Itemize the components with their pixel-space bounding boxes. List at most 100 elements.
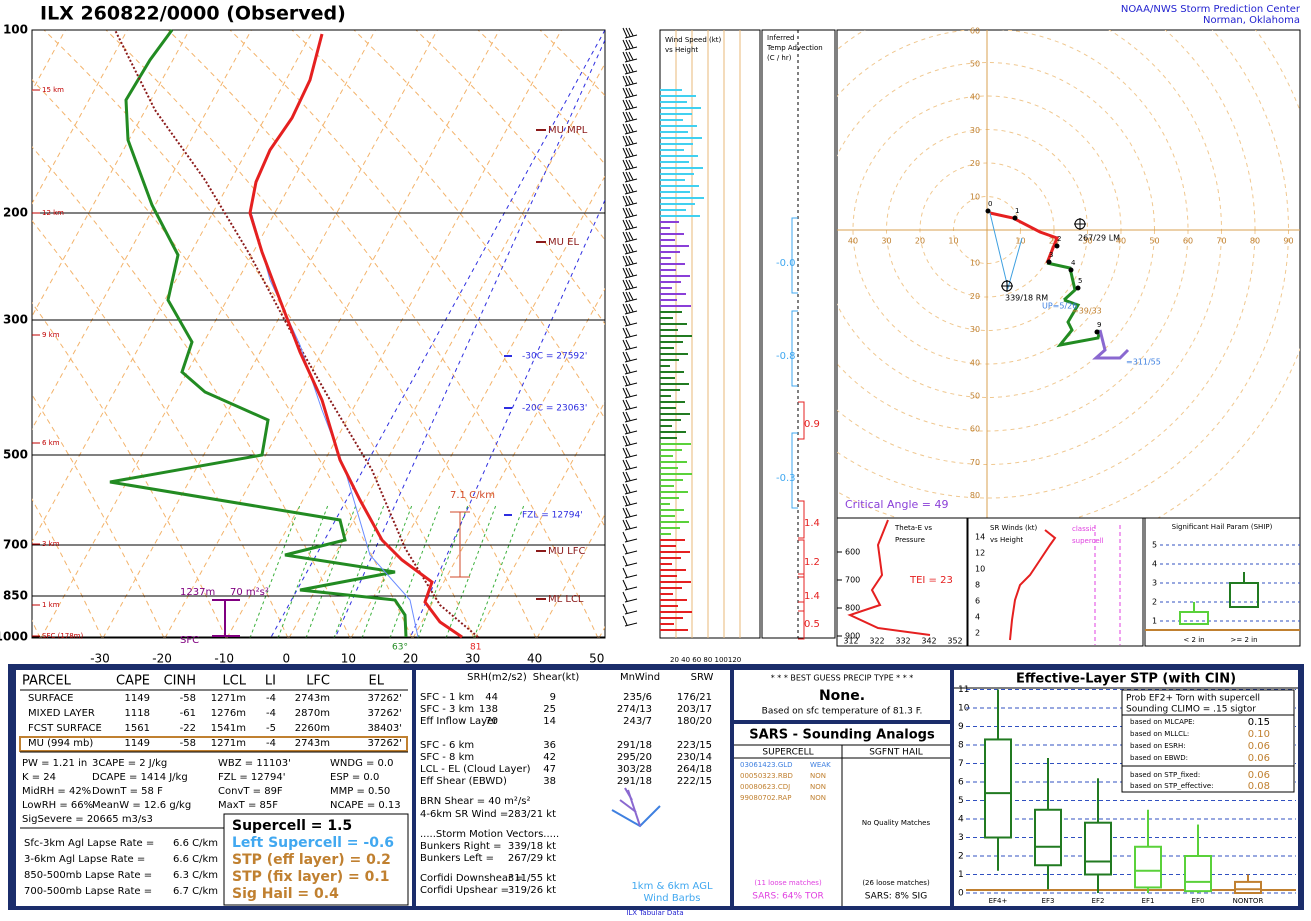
table-cell: -5 xyxy=(266,723,276,734)
barb-staff xyxy=(624,454,638,459)
hodo-label: 30 xyxy=(970,126,980,135)
height-label: 3 km xyxy=(42,540,60,548)
barb xyxy=(622,459,628,470)
row-label: Eff Inflow Layer xyxy=(420,716,498,727)
reference-isotherm xyxy=(270,30,605,638)
dry-adiabat xyxy=(32,393,165,638)
prob-value: 0.08 xyxy=(1248,781,1270,792)
barb xyxy=(625,123,631,133)
note: supercell xyxy=(1072,537,1104,545)
barb xyxy=(622,39,628,50)
barb-staff xyxy=(624,442,638,447)
barb-staff xyxy=(624,190,638,195)
panel-title: Wind Speed (kt) xyxy=(665,36,722,44)
panel-title: Inferred xyxy=(767,34,795,42)
kin-line: 311/55 kt xyxy=(508,873,556,884)
sars-result: SARS: 8% SIG xyxy=(865,892,927,902)
row-label: Eff Shear (EBWD) xyxy=(420,776,507,787)
table-header: EL xyxy=(369,674,385,689)
composite-box xyxy=(223,813,409,906)
axis-label: 0 xyxy=(958,889,964,899)
barb-staff xyxy=(624,418,638,423)
barb xyxy=(622,543,628,554)
axis-label: 14 xyxy=(975,533,985,542)
level-marker: MU EL xyxy=(548,237,579,248)
index: PW = 1.21 in xyxy=(22,758,87,769)
barb-staff xyxy=(624,586,638,591)
barb xyxy=(625,207,631,217)
hodo-label: 20 xyxy=(915,237,925,246)
isotherm xyxy=(40,30,376,638)
barb xyxy=(622,159,628,170)
composite: Left Supercell = -0.6 xyxy=(232,835,394,851)
table-cell: 2743m xyxy=(295,693,330,704)
table-cell: 291/18 xyxy=(617,776,652,787)
barb xyxy=(625,159,631,169)
barb xyxy=(628,291,634,300)
temp-label: -20 xyxy=(152,652,172,666)
table-cell: 223/15 xyxy=(677,740,712,751)
table-cell: 295/20 xyxy=(617,752,652,763)
barb xyxy=(622,339,628,350)
table-cell: 235/6 xyxy=(623,692,652,703)
prob-label: based on MLCAPE: xyxy=(1130,718,1195,726)
axis-label: 4 xyxy=(958,815,964,825)
hodo-point xyxy=(1094,329,1100,335)
barb-staff xyxy=(624,298,638,303)
advection-bar xyxy=(798,401,805,440)
barb xyxy=(622,291,628,302)
table-cell: -58 xyxy=(180,693,196,704)
table-cell: 138 xyxy=(479,704,498,715)
barb xyxy=(622,219,628,230)
isotherm xyxy=(226,30,562,638)
hodo-label: 30 xyxy=(881,237,891,246)
axis-label: 600 xyxy=(845,548,860,557)
barb xyxy=(625,111,631,121)
hodo-label: 40 xyxy=(970,93,980,102)
barb xyxy=(625,471,631,481)
table-cell: 1561 xyxy=(125,723,150,734)
stp-box xyxy=(1184,855,1212,893)
barb xyxy=(625,267,631,277)
isotherm xyxy=(102,30,438,638)
stp-box xyxy=(1234,880,1262,895)
barb xyxy=(622,471,628,482)
barb-staff xyxy=(624,118,638,123)
barb-staff xyxy=(624,550,638,555)
table-header: LCL xyxy=(222,674,246,689)
hodo-label: 40 xyxy=(1116,237,1126,246)
barb xyxy=(622,99,628,110)
barb xyxy=(622,267,628,278)
dry-adiabat xyxy=(105,30,537,638)
hodo-point-label: 9 xyxy=(1097,321,1101,329)
barb-staff xyxy=(624,322,638,327)
mu-highlight xyxy=(19,736,408,752)
barb xyxy=(628,51,634,60)
kin-line: 319/26 kt xyxy=(508,885,556,896)
hodo-label: 20 xyxy=(970,292,980,301)
hodo-point xyxy=(1075,285,1081,291)
barb-staff xyxy=(624,274,638,279)
rule xyxy=(619,799,637,813)
barb-staff xyxy=(624,574,638,579)
barb xyxy=(625,411,631,421)
advection-value: -0.0 xyxy=(776,258,796,269)
advection-bar xyxy=(791,217,798,294)
barb xyxy=(622,279,628,290)
barb xyxy=(622,51,628,62)
table-cell: 222/15 xyxy=(677,776,712,787)
critical-angle: Critical Angle = 49 xyxy=(845,498,948,511)
index: WNDG = 0.0 xyxy=(330,758,393,769)
barb-staff xyxy=(624,70,638,75)
divider xyxy=(734,720,950,724)
index: ConvT = 89F xyxy=(218,786,283,797)
barb-staff xyxy=(624,142,638,147)
table-cell: -4 xyxy=(266,693,276,704)
barb xyxy=(628,231,634,240)
hodo-label: 10 xyxy=(1015,237,1025,246)
barb-staff xyxy=(624,202,638,207)
prob-value: 0.15 xyxy=(1248,717,1270,728)
advection-value: -0.8 xyxy=(776,351,796,362)
barb xyxy=(622,111,628,122)
